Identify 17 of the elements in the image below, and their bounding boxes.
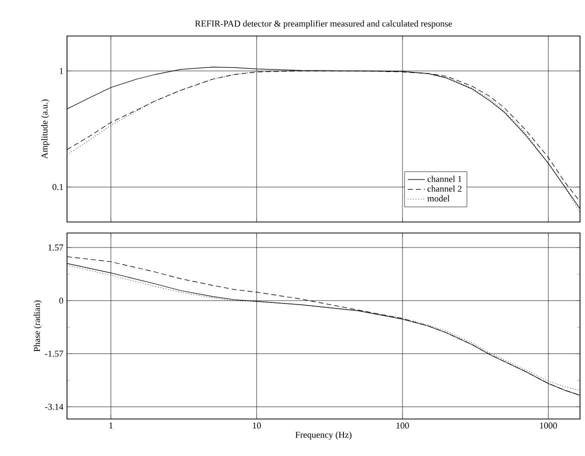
legend-label: model — [427, 195, 450, 202]
legend-label: channel 2 — [428, 185, 462, 192]
x-tick-label: 1 — [109, 422, 113, 428]
x-tick-label: 10 — [252, 422, 261, 429]
y-tick-label: -1.57 — [45, 350, 64, 357]
x-axis-title: Frequency (Hz) — [295, 431, 352, 440]
y-tick-label: 1 — [60, 68, 63, 74]
x-tick-label: 1000 — [540, 422, 557, 429]
y-tick-label: 1.57 — [48, 244, 64, 251]
y-axis-title: Phase (radian) — [34, 300, 42, 352]
y-tick-label: 0 — [59, 298, 64, 304]
chart-title: REFIR-PAD detector & preamplifier measured and calculated response — [195, 20, 452, 28]
legend-label: channel 1 — [428, 176, 462, 182]
x-tick-label: 100 — [396, 422, 409, 429]
y-axis-title: Amplitude (a.u.) — [41, 100, 50, 159]
y-tick-label: 0.1 — [52, 184, 63, 190]
y-tick-label: -3.14 — [45, 404, 64, 410]
